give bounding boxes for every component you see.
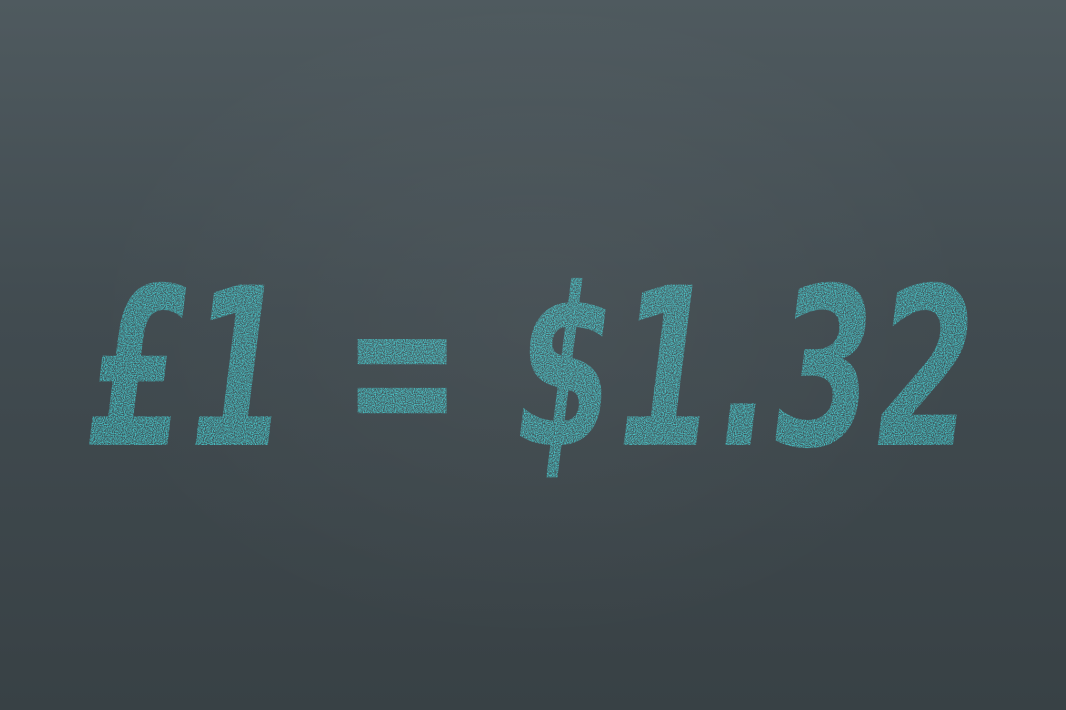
exchange-rate-equation: £1 = $1.32 — [88, 241, 978, 497]
